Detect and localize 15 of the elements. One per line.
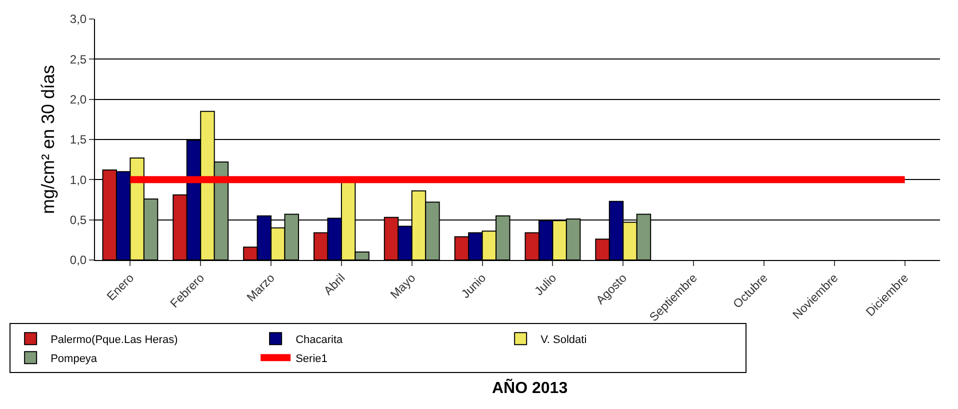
y-tick-label: 3,0 — [70, 12, 87, 26]
legend-label: Chacarita — [296, 334, 344, 346]
legend-label: Serie1 — [296, 352, 328, 365]
legend-label: Palermo(Pque.Las Heras) — [50, 334, 178, 346]
y-tick-label: 0,0 — [70, 253, 87, 268]
y-tick-label: 0,5 — [70, 213, 87, 228]
x-tick-label: Julio — [532, 270, 560, 298]
x-axis-title: AÑO 2013 — [492, 378, 568, 397]
y-tick-label: 2,5 — [70, 52, 87, 66]
legend-label: Pompeya — [50, 352, 98, 365]
y-tick-label: 2,0 — [70, 92, 87, 107]
legend-label: V. Soldati — [540, 334, 587, 346]
y-axis-title: mg/cm² en 30 días — [38, 64, 58, 214]
y-tick-label: 1,5 — [70, 132, 87, 147]
y-tick-label: 1,0 — [70, 172, 87, 187]
